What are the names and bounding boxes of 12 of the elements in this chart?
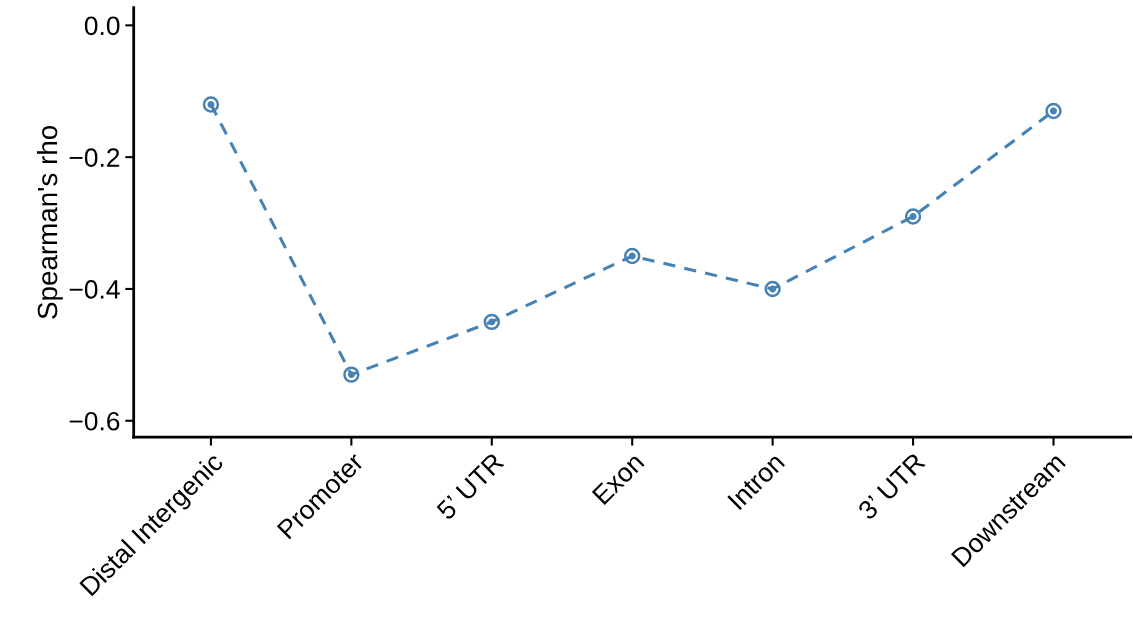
point [904,208,922,225]
y-tick-label: −0.4 [69,280,120,299]
y-tick-label: −0.6 [69,411,120,431]
point [343,366,360,383]
point [624,247,641,265]
point [483,313,500,331]
point [1045,102,1062,120]
point [202,96,220,113]
point [764,280,781,298]
y-tick-label: −0.2 [69,148,120,167]
y-tick-label: 0.0 [84,16,120,36]
y-axis-title: Spearman's rho [36,125,63,319]
